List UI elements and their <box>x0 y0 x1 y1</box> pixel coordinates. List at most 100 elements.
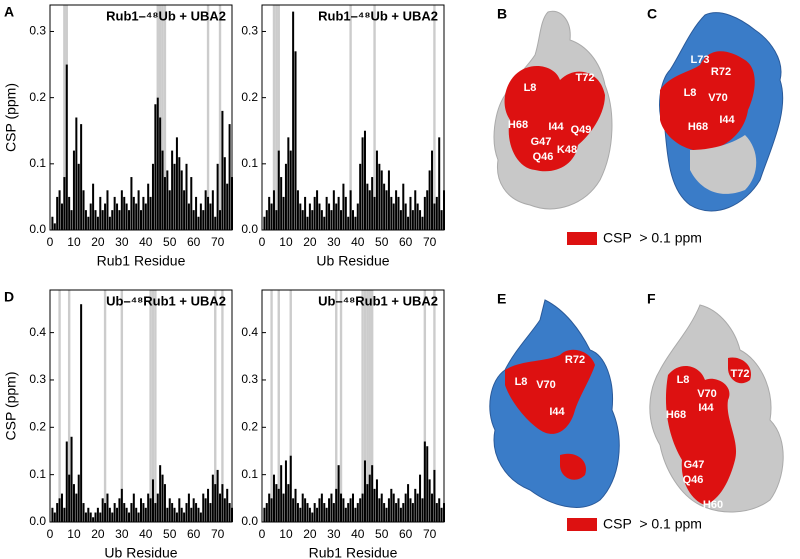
bar <box>132 196 135 230</box>
bar <box>378 163 381 230</box>
bar <box>284 163 287 230</box>
bar <box>265 210 268 230</box>
bar <box>313 196 316 230</box>
bar <box>221 110 224 230</box>
bar <box>118 210 121 230</box>
bar <box>142 196 145 230</box>
bar <box>104 203 107 230</box>
bar <box>316 507 319 522</box>
bar <box>356 503 359 522</box>
bar <box>219 210 222 230</box>
bar <box>304 196 307 230</box>
bar <box>101 210 104 230</box>
bar <box>75 117 78 230</box>
legend-text: CSP > 0.1 ppm <box>603 516 702 532</box>
y-tick-label: 0.0 <box>29 514 46 528</box>
bar <box>280 465 283 522</box>
bar <box>414 190 417 230</box>
bar <box>332 190 335 230</box>
bar <box>263 507 266 522</box>
structure-e <box>489 299 620 508</box>
bar <box>142 503 145 522</box>
bar <box>151 479 154 522</box>
x-tick-label: 50 <box>375 527 389 541</box>
bar <box>440 210 443 230</box>
bar <box>216 469 219 522</box>
bar <box>301 210 304 230</box>
plot-frame <box>49 4 233 231</box>
bar <box>414 488 417 522</box>
bar <box>289 150 292 230</box>
bar <box>368 474 371 522</box>
y-tick-label: 0.2 <box>241 419 258 433</box>
bar <box>347 216 350 230</box>
shaded-band <box>433 5 436 230</box>
bar <box>366 183 369 230</box>
bar <box>296 190 299 230</box>
bar <box>60 493 63 522</box>
x-tick-label: 20 <box>91 527 105 541</box>
shaded-band <box>335 290 338 522</box>
bar <box>342 183 345 230</box>
bar <box>419 474 422 522</box>
bar <box>438 498 441 522</box>
bar <box>106 493 109 522</box>
bar <box>80 124 83 230</box>
bar <box>299 203 302 230</box>
bar <box>318 203 321 230</box>
bar <box>354 216 357 230</box>
bar <box>116 203 119 230</box>
bar <box>113 503 116 522</box>
shaded-band <box>154 290 157 522</box>
bar <box>342 498 345 522</box>
bar <box>135 507 138 522</box>
bar <box>387 498 390 522</box>
bar <box>190 177 193 230</box>
structure-f <box>649 304 784 513</box>
plot-frame <box>261 289 445 523</box>
bar <box>385 190 388 230</box>
x-tick-label: 70 <box>423 235 437 249</box>
y-tick-label: 0.1 <box>29 467 46 481</box>
bar <box>380 170 383 230</box>
residue-label: I44 <box>719 114 735 126</box>
x-tick-label: 30 <box>327 527 341 541</box>
bar <box>332 503 335 522</box>
bar <box>120 190 123 230</box>
bar <box>328 203 331 230</box>
bar <box>433 469 436 522</box>
bar <box>349 498 352 522</box>
shaded-band <box>423 290 427 522</box>
x-tick-label: 50 <box>375 235 389 249</box>
residue-label: Q49 <box>571 124 592 136</box>
bar <box>125 203 128 230</box>
bar <box>304 498 307 522</box>
bar <box>268 493 271 522</box>
bar <box>108 507 111 522</box>
bar <box>340 493 343 522</box>
bar <box>197 216 200 230</box>
bar <box>371 177 374 230</box>
bar <box>392 203 395 230</box>
bar <box>361 493 364 522</box>
bar <box>187 203 190 230</box>
x-axis-label: Rub1 Residue <box>97 253 186 269</box>
bar <box>223 157 226 230</box>
bar <box>89 203 92 230</box>
bar <box>301 493 304 522</box>
bar <box>411 210 414 230</box>
bar <box>316 190 319 230</box>
residue-label: T72 <box>576 72 595 84</box>
bar <box>87 216 90 230</box>
bar <box>226 488 229 522</box>
bar <box>404 493 407 522</box>
shaded-band <box>58 290 61 522</box>
shaded-band <box>339 290 343 522</box>
bar <box>275 484 278 522</box>
bar <box>214 484 217 522</box>
bar <box>175 512 178 522</box>
bar <box>195 503 198 522</box>
x-tick-label: 30 <box>115 235 129 249</box>
bar <box>383 183 386 230</box>
